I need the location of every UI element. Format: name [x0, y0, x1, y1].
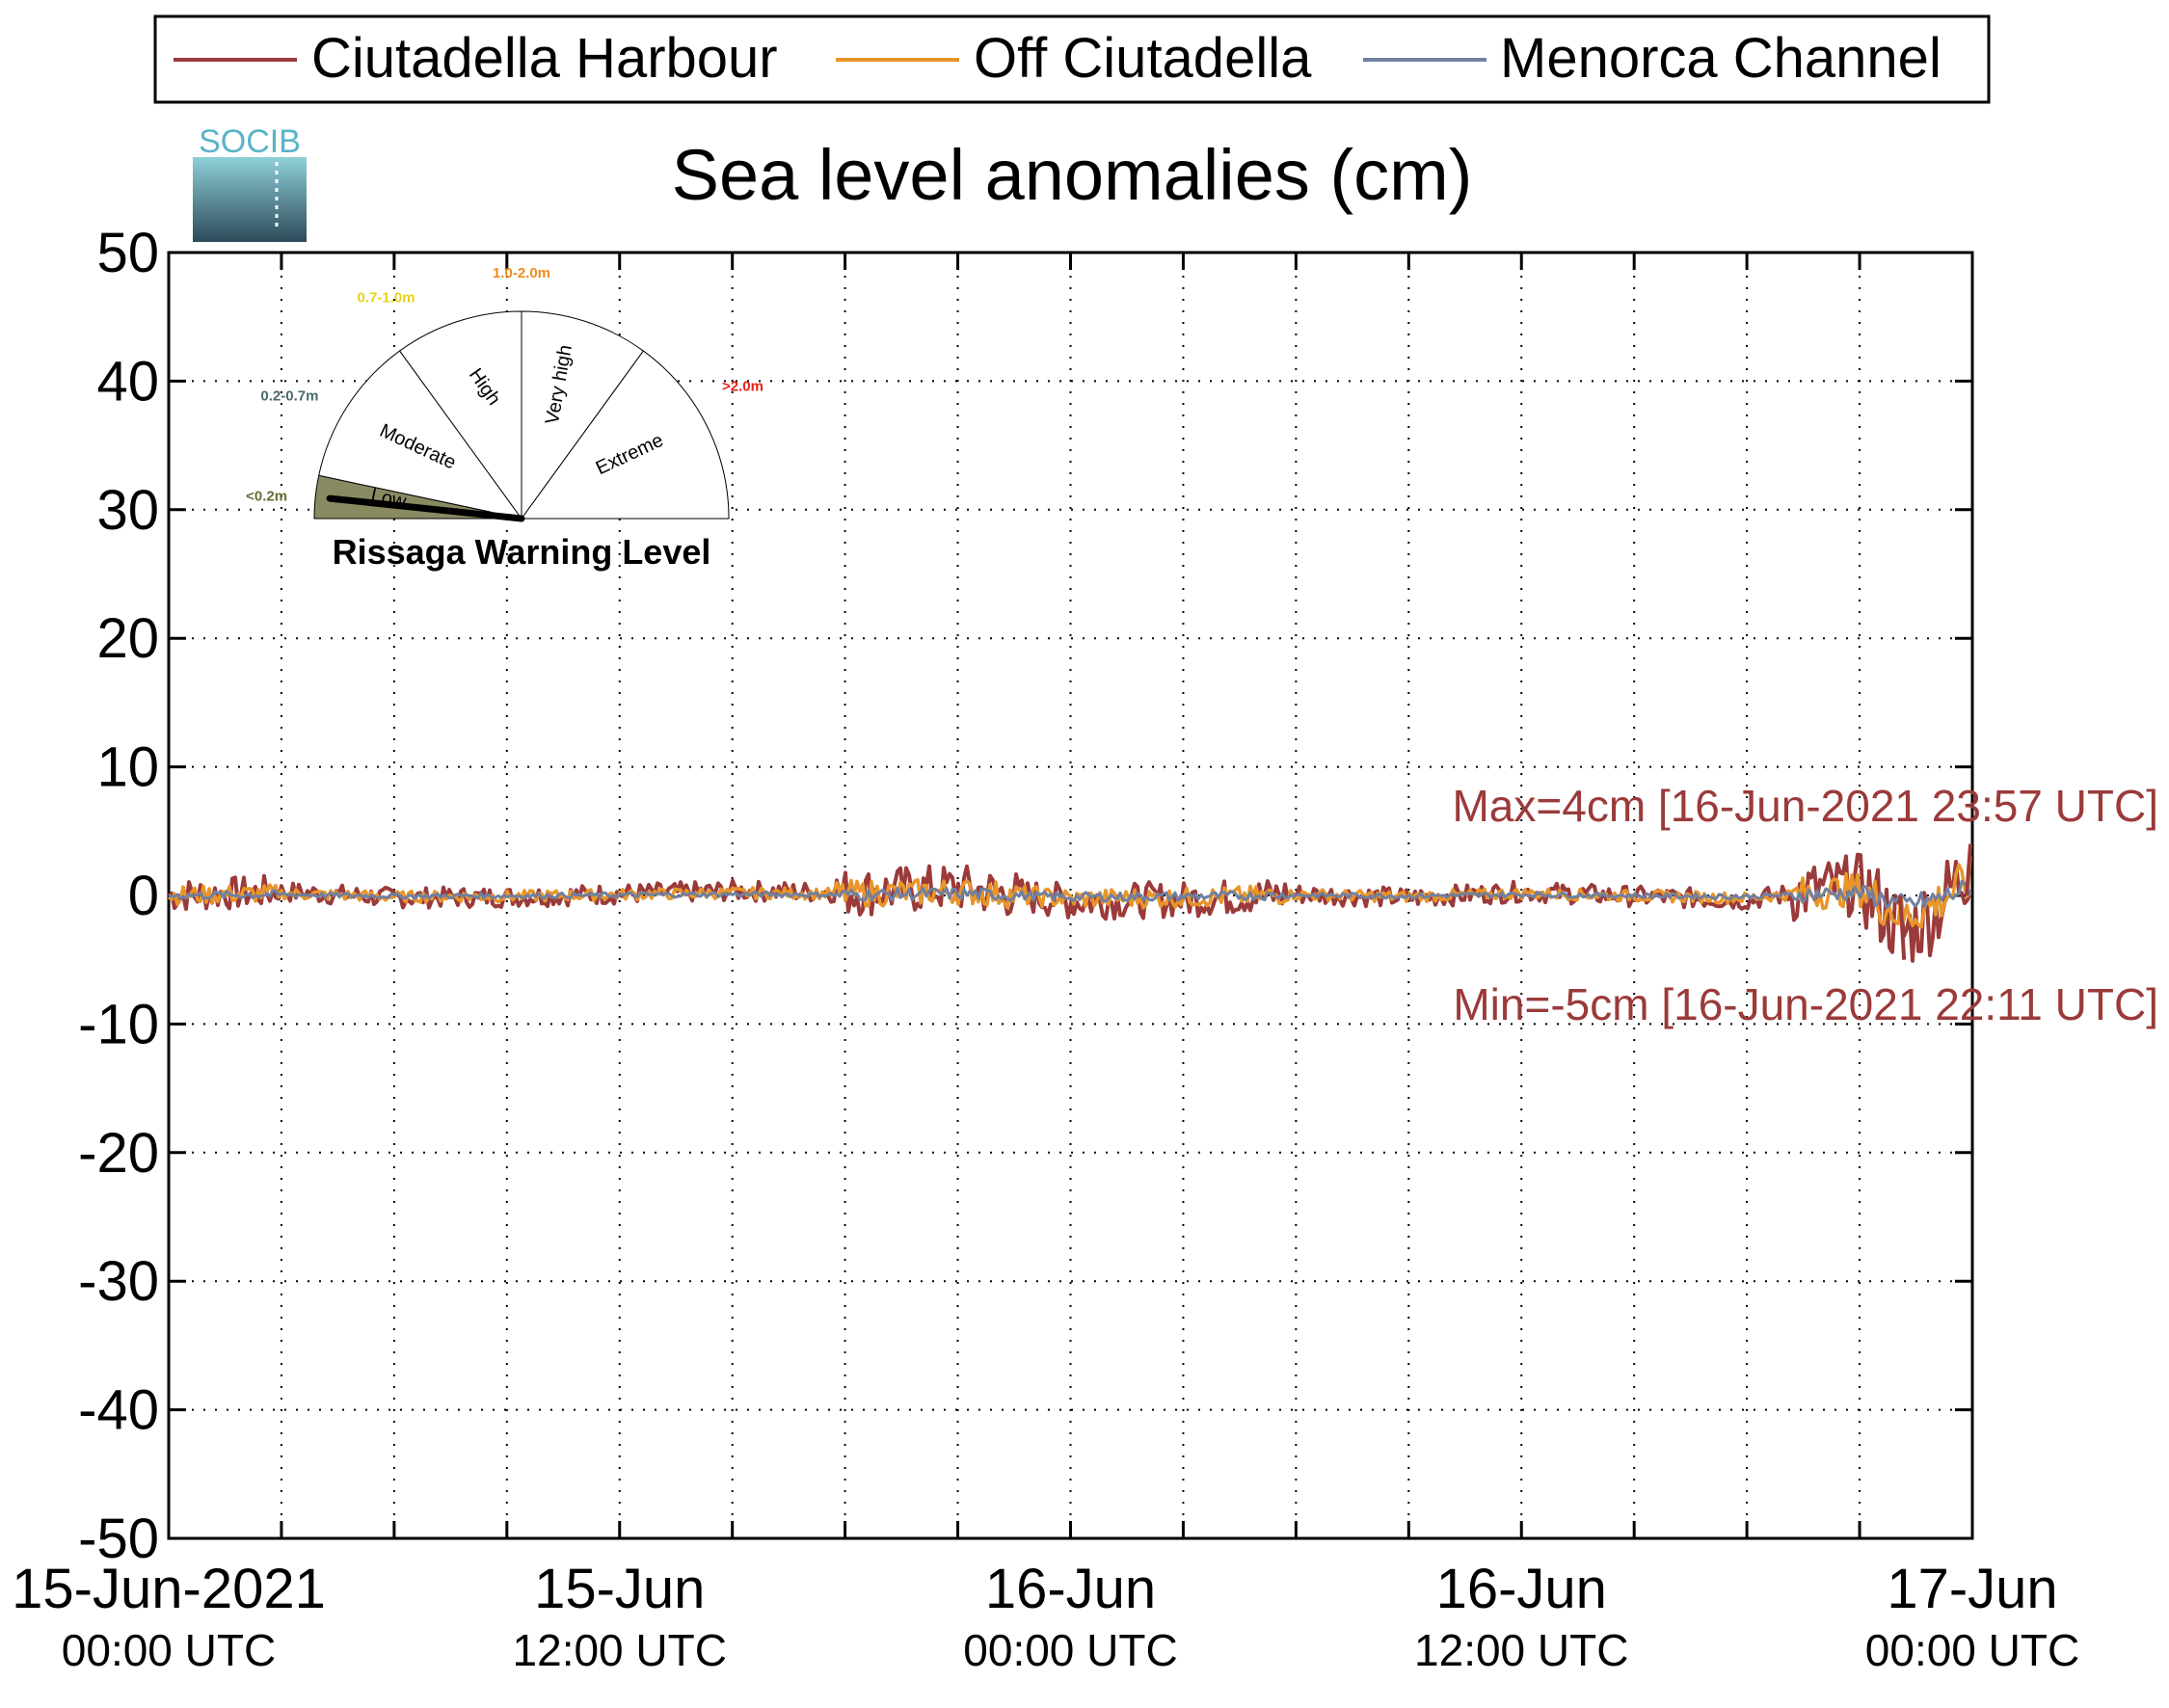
y-tick-label: 30 [96, 479, 159, 542]
legend-box [153, 14, 1991, 104]
x-tick-label-time: 00:00 UTC [963, 1625, 1177, 1675]
x-tick-label-date: 16-Jun [1436, 1558, 1607, 1620]
x-tick-label-time: 12:00 UTC [513, 1625, 727, 1675]
y-tick-label: -30 [78, 1250, 159, 1313]
legend-label-harbour: Ciutadella Harbour [311, 27, 778, 90]
gauge-range-label: 1.0-2.0m [493, 265, 550, 281]
y-tick-label: 0 [128, 865, 159, 927]
x-tick-label-time: 12:00 UTC [1414, 1625, 1628, 1675]
gauge-title: Rissaga Warning Level [333, 532, 711, 572]
y-tick-label: -50 [78, 1508, 159, 1570]
x-tick-label-date: 15-Jun-2021 [12, 1558, 326, 1620]
gauge-range-label: 0.2-0.7m [260, 387, 318, 404]
gauge-sector [521, 310, 645, 520]
y-tick-label: 40 [96, 350, 159, 413]
gauge-needle [326, 494, 525, 522]
extreme-spike [1898, 894, 1907, 960]
legend-label-channel: Menorca Channel [1500, 27, 1941, 90]
gauge-sector [521, 350, 730, 520]
extreme-spike [1965, 843, 1973, 896]
series-line-2 [168, 879, 1972, 910]
y-tick-label: -10 [78, 993, 159, 1055]
gauge-range-label: >2.0m [722, 379, 763, 395]
gauge-sector [398, 310, 522, 520]
series-lines [167, 843, 1973, 963]
gauge-range-label: 0.7-1.0m [358, 289, 415, 306]
y-tick-label: -20 [78, 1122, 159, 1185]
series-line-0 [167, 852, 1972, 963]
socib-logo: SOCIB [193, 123, 307, 242]
y-axis: 50 40 30 20 10 0 -10 -20 -30 -40 -50 [78, 222, 1972, 1570]
y-tick-label: 20 [96, 607, 159, 670]
x-tick-label-date: 16-Jun [985, 1558, 1156, 1620]
x-tick-label-date: 17-Jun [1887, 1558, 2057, 1620]
x-tick-label-date: 15-Jun [534, 1558, 705, 1620]
gauge-range-label: <0.2m [246, 489, 287, 505]
x-tick-label-time: 00:00 UTC [1865, 1625, 2079, 1675]
gauge-sector [318, 350, 523, 520]
legend-label-off: Off Ciutadella [974, 27, 1312, 90]
x-tick-label-time: 00:00 UTC [62, 1625, 276, 1675]
y-tick-label: -40 [78, 1379, 159, 1442]
min-annotation: Min=-5cm [16-Jun-2021 22:11 UTC] [1453, 979, 2158, 1029]
legend: Ciutadella Harbour Off Ciutadella Menorc… [153, 14, 1991, 104]
logo-text: SOCIB [199, 123, 301, 160]
max-annotation: Max=4cm [16-Jun-2021 23:57 UTC] [1452, 781, 2158, 831]
y-tick-label: 10 [96, 736, 159, 799]
y-tick-label: 50 [96, 222, 159, 284]
chart-title: Sea level anomalies (cm) [672, 135, 1473, 215]
